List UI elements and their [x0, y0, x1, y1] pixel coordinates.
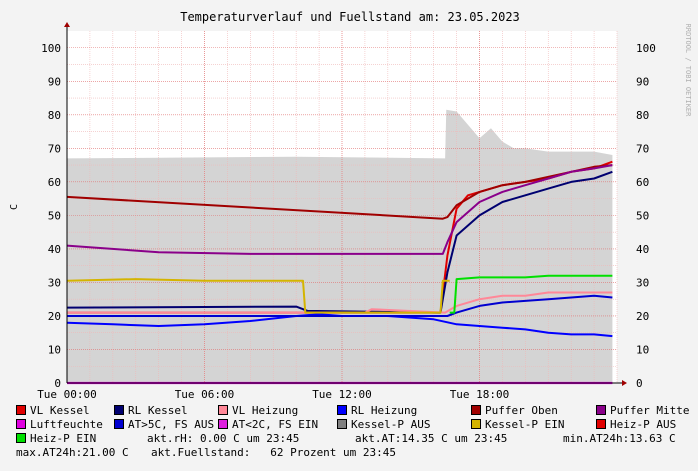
- legend-item: Kessel-P EIN: [471, 418, 564, 431]
- legend-swatch: [596, 405, 606, 415]
- y-tick-label-right: 40: [636, 243, 649, 256]
- x-tick-label: Tue 00:00: [37, 388, 97, 401]
- legend-label: VL Heizung: [232, 404, 299, 417]
- legend-label: Heiz-P EIN: [30, 432, 97, 445]
- legend-swatch: [471, 405, 481, 415]
- legend-item: RL Kessel: [114, 404, 188, 417]
- legend-swatch: [596, 419, 606, 429]
- y-tick-label-left: 90: [48, 75, 61, 88]
- y-tick-label-right: 60: [636, 176, 649, 189]
- y-tick-label-left: 60: [48, 176, 61, 189]
- y-tick-label-left: 20: [48, 310, 61, 323]
- series-line-kessel-p-ein: [66, 278, 450, 314]
- legend-item: VL Kessel: [16, 404, 90, 417]
- y-tick-label-right: 30: [636, 276, 649, 289]
- legend-swatch: [218, 405, 228, 415]
- plot-area: 0 0 10 10 20 20 30 30 40 40 50 50 60 60 70 70 80 80 90 90 10…: [37, 22, 656, 401]
- y-tick-label-right: 50: [636, 209, 649, 222]
- legend-swatch: [114, 419, 124, 429]
- y-tick-label-left: 30: [48, 276, 61, 289]
- legend-swatch: [471, 419, 481, 429]
- y-tick-label-left: 70: [48, 142, 61, 155]
- legend-label: Puffer Oben: [485, 404, 558, 417]
- legend-item: Puffer Mitte: [596, 404, 689, 417]
- legend-label: RL Kessel: [128, 404, 188, 417]
- info-max-at24h: max.AT24h:21.00 C: [16, 446, 129, 459]
- legend-label: VL Kessel: [30, 404, 90, 417]
- info-akt-at: akt.AT:14.35 C um 23:45: [355, 432, 508, 445]
- legend-swatch: [218, 419, 228, 429]
- legend-item: Puffer Oben: [471, 404, 558, 417]
- series-line-rl-kessel: [66, 170, 613, 314]
- legend-swatch: [337, 405, 347, 415]
- y-tick-label-right: 20: [636, 310, 649, 323]
- legend-swatch: [114, 405, 124, 415]
- y-tick-label-right: 10: [636, 343, 649, 356]
- legend-item: Luftfeuchte: [16, 418, 103, 431]
- x-tick-label: Tue 18:00: [450, 388, 510, 401]
- series-line-rl-heizung: [66, 313, 613, 338]
- info-akt-fuellstand: akt.Fuellstand: 62 Prozent um 23:45: [151, 446, 397, 459]
- y-axis-label: C: [9, 204, 20, 210]
- legend-item: VL Heizung: [218, 404, 298, 417]
- x-tick-label: Tue 12:00: [312, 388, 372, 401]
- y-tick-label-left: 100: [41, 42, 61, 55]
- legend-label: RL Heizung: [351, 404, 418, 417]
- legend-item: RL Heizung: [337, 404, 417, 417]
- legend-item: Heiz-P AUS: [596, 418, 676, 431]
- series-line-heiz-p-ein: [449, 274, 613, 314]
- y-tick-label-right: 70: [636, 142, 649, 155]
- legend-item: Heiz-P EIN: [16, 432, 96, 445]
- legend-item: AT>5C, FS AUS: [114, 418, 214, 431]
- info-akt-rh: akt.rH: 0.00 C um 23:45: [147, 432, 300, 445]
- y-tick-label-left: 50: [48, 209, 61, 222]
- y-tick-label-left: 10: [48, 343, 61, 356]
- y-tick-label-right: 100: [636, 42, 656, 55]
- y-tick-label-right: 0: [636, 377, 643, 390]
- fill-area-fuellstand: [67, 109, 613, 384]
- chart-title: Temperaturverlauf und Fuellstand am: 23.…: [180, 10, 520, 24]
- legend-item: Kessel-P AUS: [337, 418, 430, 431]
- legend-label: Luftfeuchte: [30, 418, 103, 431]
- y-tick-label-left: 80: [48, 109, 61, 122]
- y-tick-label-right: 90: [636, 75, 649, 88]
- y-tick-label-left: 40: [48, 243, 61, 256]
- legend-label: Kessel-P EIN: [485, 418, 565, 431]
- legend-label: AT<2C, FS EIN: [232, 418, 319, 431]
- legend-item: AT<2C, FS EIN: [218, 418, 318, 431]
- y-tick-label-right: 80: [636, 109, 649, 122]
- legend-label: AT>5C, FS AUS: [128, 418, 215, 431]
- series-line-at-5c-fs-aus: [67, 294, 613, 317]
- x-axis-arrow: [622, 380, 627, 386]
- y-tick-label-left: 0: [54, 377, 61, 390]
- legend-swatch: [16, 433, 26, 443]
- x-tick-label: Tue 06:00: [175, 388, 235, 401]
- series-line-puffer-mitte: [66, 164, 613, 255]
- legend-swatch: [16, 405, 26, 415]
- series-line-vl-heizung: [67, 291, 613, 314]
- info-min-at24h: min.AT24h:13.63 C: [563, 432, 676, 445]
- watermark: RRDTOOL / TOBI OETIKER: [684, 24, 692, 118]
- legend-label: Kessel-P AUS: [351, 418, 431, 431]
- legend-label: Puffer Mitte: [610, 404, 690, 417]
- y-axis-arrow: [64, 22, 70, 27]
- legend-swatch: [337, 419, 347, 429]
- legend-label: Heiz-P AUS: [610, 418, 677, 431]
- legend-swatch: [16, 419, 26, 429]
